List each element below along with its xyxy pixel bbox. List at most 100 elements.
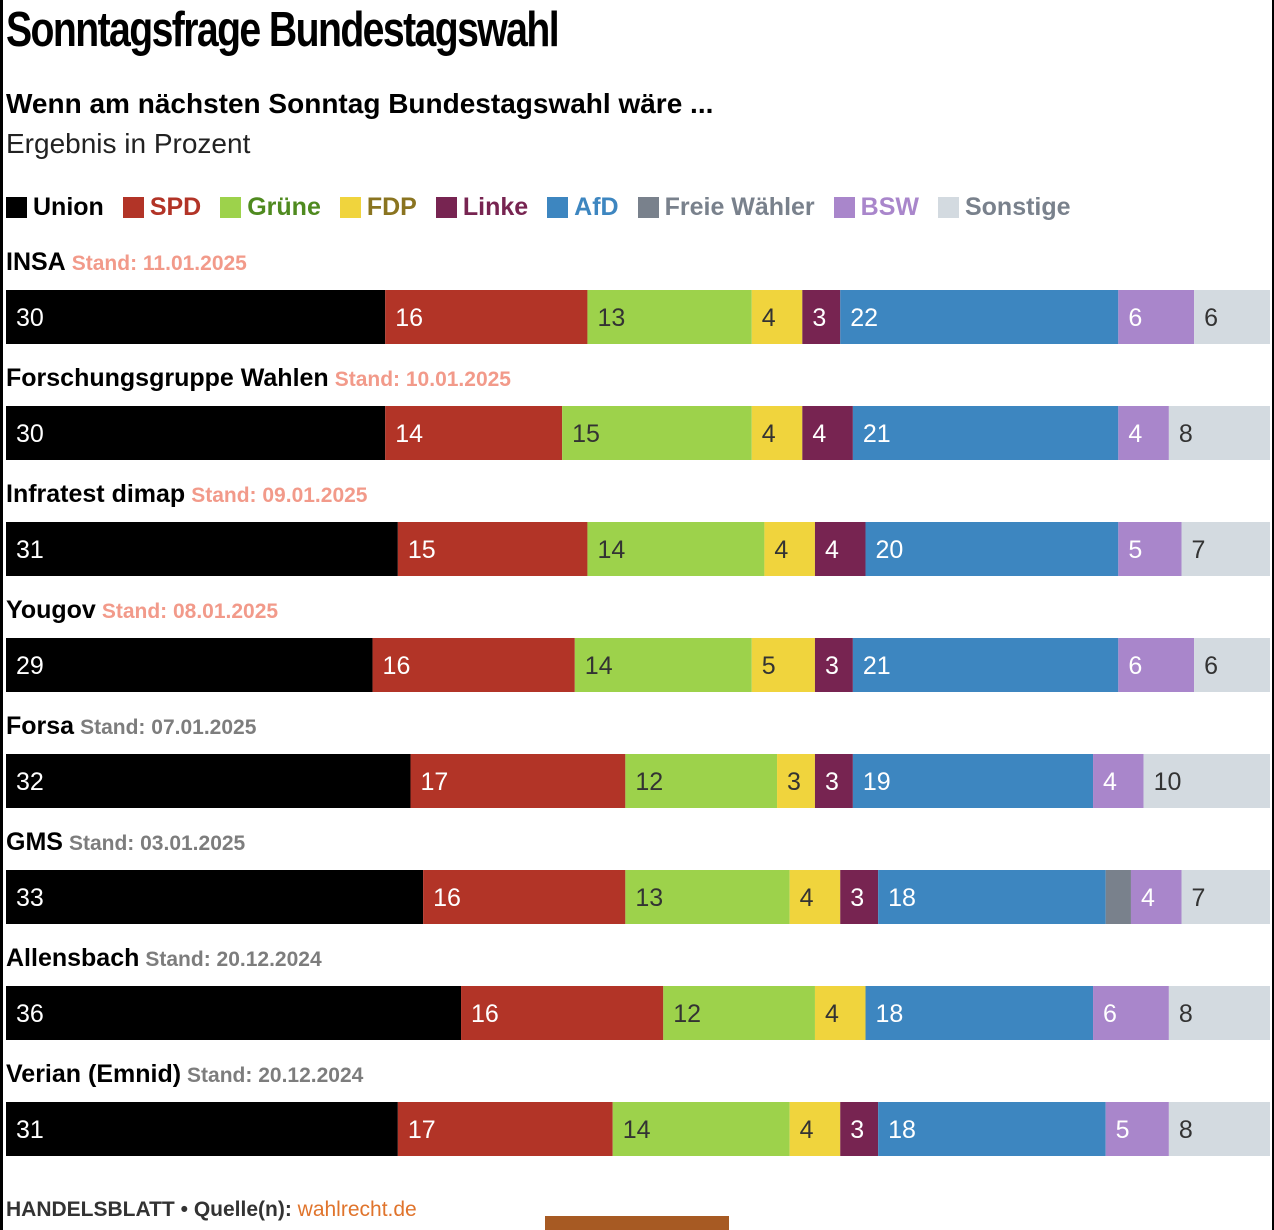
bar-segment: [764, 522, 815, 576]
bar-segment: [612, 1102, 790, 1156]
bar-segment: [574, 638, 752, 692]
poll-date: Stand: 08.01.2025: [102, 600, 278, 623]
stand-prefix: Stand:: [191, 484, 257, 507]
bar-segment: [802, 406, 853, 460]
bar-segment: [1181, 522, 1270, 576]
legend-swatch: [6, 196, 27, 218]
poll-institute: Allensbach: [6, 944, 140, 972]
bar-value-label: 13: [635, 884, 663, 912]
bar-segment: [751, 406, 803, 460]
poll-institute: INSA: [6, 248, 66, 276]
stand-date: 07.01.2025: [151, 716, 257, 739]
legend-item-linke: Linke: [435, 193, 528, 222]
bar-value-label: 14: [395, 420, 423, 448]
bar-value-label: 3: [850, 1116, 864, 1144]
bar-value-label: 33: [16, 884, 44, 912]
bar-segment: [789, 1102, 841, 1156]
poll-institute: Verian (Emnid): [6, 1060, 182, 1088]
bar-value-label: 3: [850, 884, 864, 912]
legend-item-bsw: BSW: [833, 193, 919, 222]
legend-item-spd: SPD: [122, 192, 202, 222]
bar-segment: [789, 870, 841, 924]
footer-source-label: Quelle(n):: [193, 1198, 292, 1221]
legend-item-sonstige: Sonstige: [937, 193, 1071, 222]
bar-segment: [1118, 290, 1195, 344]
bar-segment: [814, 522, 866, 576]
stacked-bar-chart: 30 16 13 4 3 22 6 6 30 14 15 4 4 21 4 8 31 15 14 4 4 20 5 7 29 16…: [6, 290, 1270, 1156]
stand-date: 11.01.2025: [142, 252, 247, 275]
bar-value-label: 8: [1179, 420, 1193, 448]
poll-label: GMS Stand: 03.01.2025: [6, 828, 245, 857]
source-link[interactable]: wahlrecht.de: [297, 1198, 417, 1221]
poll-label: Infratest dimap Stand: 09.01.2025: [6, 480, 367, 509]
bar-value-label: 6: [1204, 652, 1218, 680]
bar-value-label: 4: [1128, 420, 1142, 448]
bar-value-label: 18: [888, 1116, 916, 1144]
bar-value-label: 3: [825, 652, 839, 680]
bar-value-label: 29: [16, 652, 44, 680]
poll-date: Stand: 20.12.2024: [145, 948, 321, 971]
bar-segment: [840, 290, 1119, 344]
bar-segment: [423, 870, 626, 924]
bar-segment: [814, 754, 853, 808]
legend-label: AfD: [574, 192, 619, 221]
bar-segment: [802, 290, 841, 344]
legend-label: FDP: [366, 192, 417, 221]
legend-swatch: [637, 196, 659, 218]
bar-segment: [1194, 638, 1270, 692]
bar-value-label: 4: [1141, 884, 1155, 912]
bar-value-label: 4: [812, 420, 826, 448]
bar-segment: [6, 986, 462, 1040]
bar-segment: [6, 754, 411, 808]
legend-swatch: [435, 196, 457, 218]
bar-value-label: 14: [585, 652, 613, 680]
bar-value-label: 21: [863, 420, 891, 448]
bar-value-label: 6: [1128, 304, 1142, 332]
bar-segment: [865, 986, 1094, 1040]
bar-segment: [814, 638, 853, 692]
bar-value-label: 14: [597, 536, 625, 564]
legend-label: Union: [33, 192, 104, 221]
legend-label: Grüne: [247, 192, 321, 221]
bar-value-label: 30: [16, 420, 44, 448]
stand-prefix: Stand:: [101, 600, 168, 623]
bar-value-label: 6: [1204, 304, 1218, 332]
legend-label: SPD: [149, 192, 202, 221]
bar-segment: [625, 870, 790, 924]
legend-swatch: [937, 196, 959, 218]
bottom-tab[interactable]: [545, 1216, 729, 1230]
bar-value-label: 22: [850, 304, 878, 332]
bar-value-label: 8: [1179, 1000, 1193, 1028]
bar-segment: [6, 870, 424, 924]
bar-value-label: 4: [774, 536, 788, 564]
bar-segment: [1194, 290, 1270, 344]
bar-value-label: 31: [16, 536, 44, 564]
bar-segment: [1130, 870, 1182, 924]
stand-date: 03.01.2025: [140, 832, 246, 855]
bar-value-label: 13: [597, 304, 625, 332]
bar-value-label: 4: [825, 1000, 839, 1028]
bar-value-label: 30: [16, 304, 44, 332]
poll-label: INSA Stand: 11.01.2025: [6, 248, 247, 277]
bar-segment: [751, 290, 803, 344]
poll-label: Forsa Stand: 07.01.2025: [6, 712, 256, 741]
poll-date: Stand: 20.12.2024: [187, 1064, 363, 1087]
unit-note: Ergebnis in Prozent: [6, 128, 251, 159]
poll-label: Forschungsgruppe Wahlen Stand: 10.01.2025: [6, 364, 511, 393]
bar-value-label: 16: [433, 884, 461, 912]
bar-segment: [878, 870, 1106, 924]
legend-swatch: [339, 196, 361, 218]
bar-segment: [1093, 986, 1169, 1040]
bar-segment: [751, 638, 815, 692]
bar-segment: [852, 638, 1119, 692]
bar-segment: [1118, 638, 1195, 692]
footer-brand: HANDELSBLATT: [6, 1198, 175, 1221]
poll-institute: Yougov: [6, 596, 96, 624]
bar-segment: [6, 522, 398, 576]
bar-value-label: 4: [800, 884, 814, 912]
bar-value-label: 3: [812, 304, 826, 332]
bar-segment: [397, 522, 588, 576]
bar-value-label: 8: [1179, 1116, 1193, 1144]
legend-swatch: [122, 196, 144, 218]
